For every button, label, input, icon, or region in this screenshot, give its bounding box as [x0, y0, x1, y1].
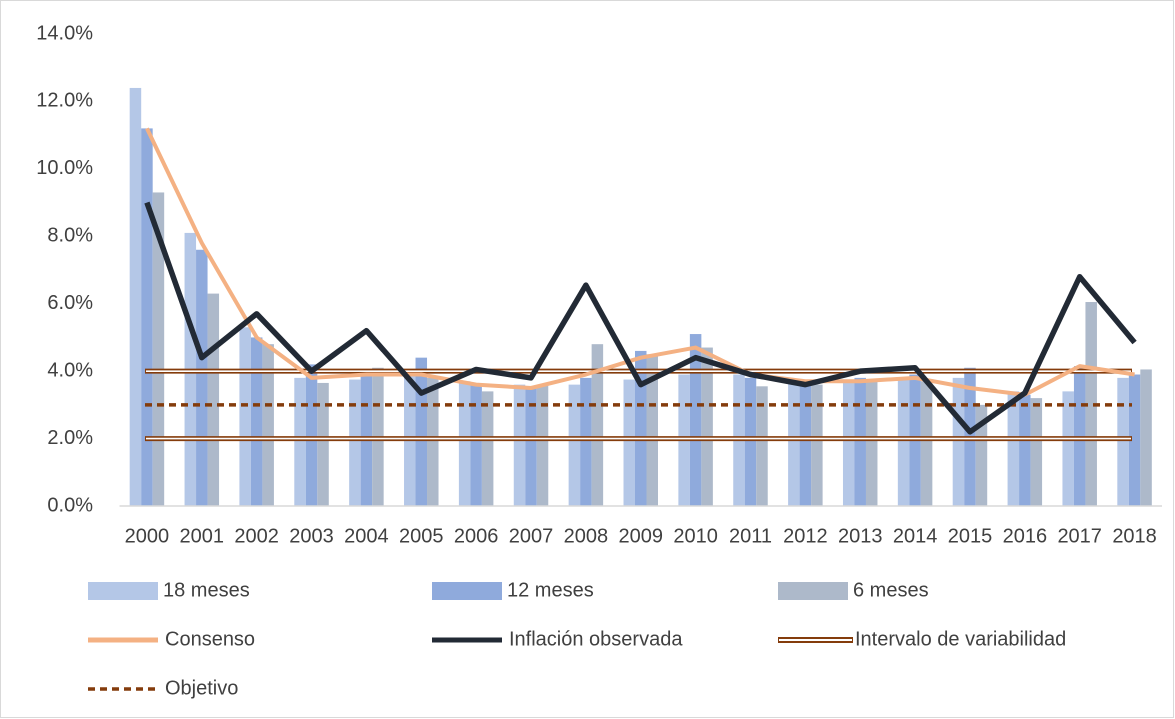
bar: [623, 379, 635, 506]
bar: [689, 334, 702, 506]
legend-label: 12 meses: [507, 579, 594, 601]
bar: [152, 192, 165, 506]
bar: [317, 382, 329, 506]
bar: [591, 344, 604, 506]
bar: [854, 377, 866, 506]
bar: [1140, 369, 1152, 506]
x-tick-label: 2008: [564, 525, 609, 547]
y-tick-label: 12.0%: [36, 90, 93, 112]
bar: [525, 388, 537, 506]
bar: [788, 381, 800, 506]
bar: [481, 391, 494, 506]
bar: [811, 384, 823, 506]
y-tick-label: 6.0%: [47, 292, 93, 314]
bar: [1085, 302, 1097, 506]
x-tick-label: 2001: [180, 525, 225, 547]
bar: [129, 87, 142, 506]
y-tick-label: 8.0%: [47, 225, 93, 247]
bar: [427, 377, 439, 506]
legend-label: Inflación observada: [509, 628, 683, 650]
bar: [415, 357, 428, 506]
legend-label: Objetivo: [165, 677, 238, 699]
bar: [196, 249, 208, 506]
bar: [842, 381, 855, 506]
x-tick-label: 2014: [893, 525, 938, 547]
x-tick-label: 2000: [125, 525, 170, 547]
bar: [239, 327, 251, 506]
legend-label: Intervalo de variabilidad: [855, 628, 1066, 650]
y-tick-label: 0.0%: [47, 494, 93, 516]
x-tick-label: 2013: [838, 525, 883, 547]
x-tick-label: 2017: [1057, 525, 1102, 547]
bar: [1019, 394, 1031, 506]
x-tick-label: 2007: [509, 525, 554, 547]
x-tick-label: 2002: [234, 525, 279, 547]
bar: [207, 293, 220, 506]
bar: [1073, 366, 1086, 506]
bar: [1128, 374, 1141, 506]
legend-label: Consenso: [165, 628, 255, 650]
y-tick-label: 2.0%: [47, 427, 93, 449]
bar: [294, 377, 306, 506]
bar: [1117, 377, 1129, 506]
bar: [250, 337, 263, 506]
bar: [349, 379, 361, 506]
bar: [536, 384, 549, 506]
bar: [568, 384, 581, 506]
bar: [975, 404, 988, 506]
x-tick-label: 2018: [1112, 525, 1157, 547]
x-tick-label: 2004: [344, 525, 389, 547]
y-tick-label: 10.0%: [36, 157, 93, 179]
x-tick-label: 2016: [1003, 525, 1048, 547]
bar: [952, 377, 965, 506]
y-tick-label: 14.0%: [36, 22, 93, 44]
x-tick-label: 2009: [619, 525, 664, 547]
bar: [897, 377, 910, 506]
legend-swatch: [88, 582, 158, 600]
bar: [141, 128, 153, 506]
legend-label: 6 meses: [853, 579, 929, 601]
bar: [262, 344, 274, 506]
line-series: [144, 201, 1137, 435]
bar: [1007, 391, 1020, 506]
bar: [701, 347, 713, 506]
legend-swatch: [778, 582, 848, 600]
x-tick-label: 2003: [289, 525, 334, 547]
x-tick-label: 2005: [399, 525, 444, 547]
bar: [580, 377, 592, 506]
bar: [744, 377, 757, 506]
y-tick-label: 4.0%: [47, 359, 93, 381]
x-tick-label: 2010: [673, 525, 718, 547]
x-tick-label: 2015: [948, 525, 993, 547]
bar: [513, 384, 526, 506]
legend-label: 18 meses: [163, 579, 250, 601]
bar: [756, 386, 768, 506]
bar: [1030, 398, 1043, 506]
bar: [1062, 391, 1074, 506]
bar: [920, 381, 933, 506]
bar: [865, 381, 878, 506]
line-series: [145, 127, 1135, 397]
bar: [470, 384, 482, 506]
bar: [635, 350, 647, 506]
bar: [305, 364, 318, 506]
x-tick-label: 2012: [783, 525, 828, 547]
bar: [646, 354, 658, 506]
bar: [799, 381, 812, 506]
x-tick-label: 2011: [729, 525, 772, 547]
x-tick-label: 2006: [454, 525, 499, 547]
bar: [458, 381, 471, 506]
legend-swatch: [432, 582, 502, 600]
